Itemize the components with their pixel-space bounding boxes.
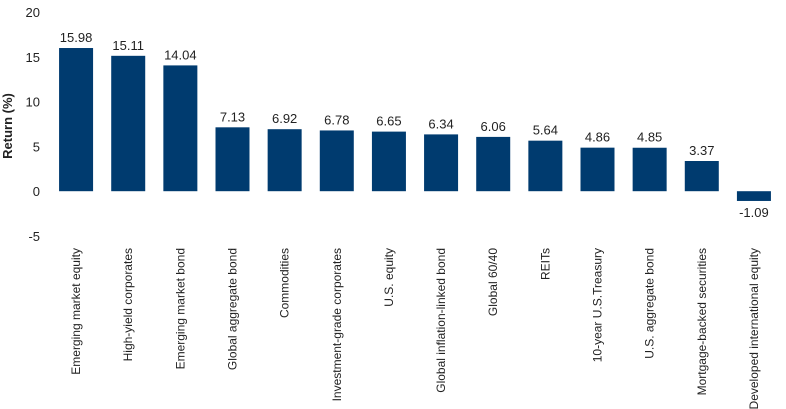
y-tick-label: -5 xyxy=(28,229,40,244)
category-label: High-yield corporates xyxy=(121,248,135,361)
bar xyxy=(163,65,198,192)
y-axis-title: Return (%) xyxy=(0,93,15,159)
category-label: Mortgage-backed securities xyxy=(695,248,709,395)
data-label: 15.98 xyxy=(60,30,93,45)
y-tick-label: 20 xyxy=(26,5,40,20)
category-label: U.S. aggregate bond xyxy=(643,248,657,359)
bar xyxy=(267,129,302,192)
y-tick-label: 15 xyxy=(26,50,40,65)
category-label: 10-year U.S.Treasury xyxy=(591,248,605,362)
data-label: 6.65 xyxy=(376,114,401,129)
y-axis: -5 0 5 10 15 20 xyxy=(26,5,40,244)
bar xyxy=(371,131,406,192)
y-tick-label: 10 xyxy=(26,95,40,110)
category-labels: Emerging market equity High-yield corpora… xyxy=(69,248,761,409)
bar xyxy=(424,134,459,192)
category-label: Emerging market equity xyxy=(69,248,83,375)
category-label: Global 60/40 xyxy=(486,248,500,316)
data-label: 7.13 xyxy=(220,109,245,124)
category-label: Emerging market bond xyxy=(173,248,187,369)
category-label: Global inflation-linked bond xyxy=(434,248,448,393)
category-label: REITs xyxy=(538,248,552,280)
data-label: 4.86 xyxy=(585,130,610,145)
bar xyxy=(684,161,719,192)
bars xyxy=(59,48,771,201)
data-label: 4.85 xyxy=(637,130,662,145)
bar xyxy=(59,48,94,192)
bar xyxy=(319,130,354,192)
y-tick-label: 0 xyxy=(33,184,40,199)
data-labels: 15.98 15.11 14.04 7.13 6.92 6.78 6.65 6.34 6.06 5… xyxy=(60,30,769,220)
category-label: Investment-grade corporates xyxy=(330,248,344,401)
data-label: 6.34 xyxy=(428,116,453,131)
bar xyxy=(215,127,250,192)
y-tick-label: 5 xyxy=(33,139,40,154)
data-label: 15.11 xyxy=(112,38,144,53)
data-label: 14.04 xyxy=(164,47,197,62)
data-label: 6.06 xyxy=(481,119,506,134)
data-label: 6.78 xyxy=(324,112,349,127)
data-label: 6.92 xyxy=(272,111,297,126)
bar xyxy=(580,147,615,192)
category-label: Commodities xyxy=(278,248,292,318)
category-label: Developed international equity xyxy=(747,248,761,409)
category-label: Global aggregate bond xyxy=(226,248,240,370)
data-label: 3.37 xyxy=(689,143,714,158)
data-label: 5.64 xyxy=(533,123,558,138)
bar xyxy=(111,55,146,192)
bar xyxy=(528,140,563,192)
bar xyxy=(736,191,771,201)
bar xyxy=(476,136,511,192)
bar xyxy=(632,147,667,192)
category-label: U.S. equity xyxy=(382,248,396,307)
data-label: -1.09 xyxy=(739,205,769,220)
